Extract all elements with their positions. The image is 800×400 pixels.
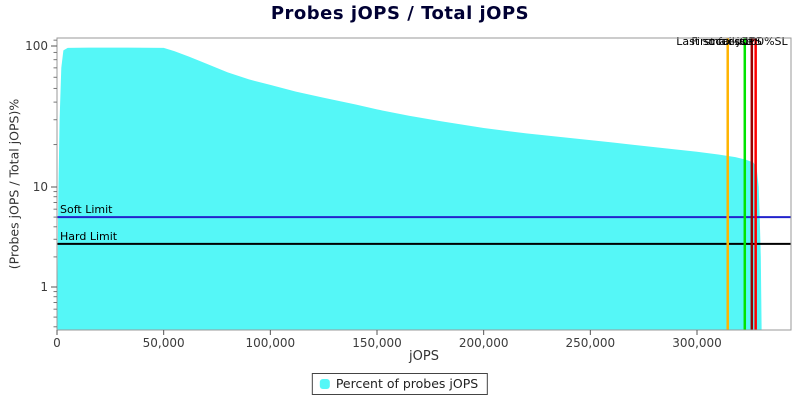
legend: Percent of probes jOPS bbox=[311, 373, 489, 395]
y-tick-label: 10 bbox=[33, 180, 48, 194]
x-axis-title: jOPS bbox=[409, 349, 439, 364]
y-tick-label: 1 bbox=[40, 280, 48, 294]
x-tick-label: 250,000 bbox=[566, 336, 616, 350]
chart-title: Probes jOPS / Total jOPS bbox=[270, 3, 530, 24]
legend-label: Percent of probes jOPS bbox=[335, 376, 479, 391]
soft-limit-label: Soft Limit bbox=[60, 203, 113, 216]
legend-swatch-icon bbox=[319, 378, 330, 389]
x-tick-label: 0 bbox=[53, 336, 61, 350]
plot-frame bbox=[56, 37, 792, 331]
x-tick-label: 300,000 bbox=[672, 336, 722, 350]
x-tick-label: 150,000 bbox=[352, 336, 402, 350]
x-tick-label: 200,000 bbox=[459, 336, 509, 350]
y-axis-title: (Probes jOPS / Total jOPS)% bbox=[6, 98, 22, 270]
marker-label-100-sl: 100%SL bbox=[743, 35, 788, 48]
y-tick-label: 100 bbox=[25, 39, 48, 53]
x-tick-label: 100,000 bbox=[246, 336, 296, 350]
x-tick-label: 50,000 bbox=[143, 336, 185, 350]
hard-limit-label: Hard Limit bbox=[60, 230, 118, 243]
series-area-percent-of-probes-jops bbox=[57, 47, 762, 330]
